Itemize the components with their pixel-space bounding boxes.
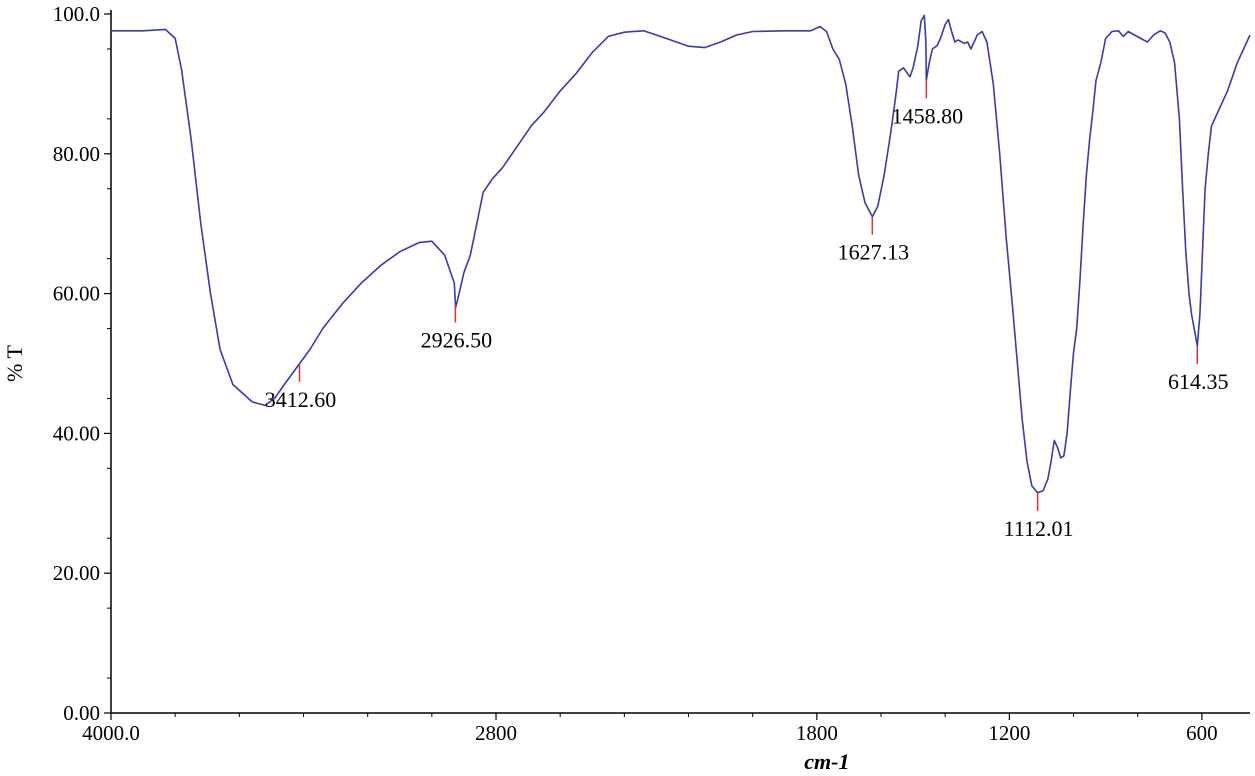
peak-annotations: 3412.60 2926.50 1627.13 1458.80 1112.01 614.3… (265, 80, 1229, 541)
spectrum-line (111, 14, 1251, 494)
peak-label: 1112.01 (1004, 516, 1074, 541)
x-axis-title: cm-1 (804, 749, 849, 774)
y-tick-label: 40.00 (53, 421, 100, 445)
x-ticks: 4000.0 2800 1800 1200 600 (82, 713, 1218, 745)
y-axis-title: % T (2, 345, 27, 382)
axes (110, 10, 1250, 714)
y-tick-label: 100.0 (53, 2, 100, 26)
x-tick-label: 1800 (796, 721, 838, 745)
x-tick-label: 4000.0 (82, 721, 140, 745)
x-tick-label: 1200 (988, 721, 1030, 745)
y-tick-label: 80.00 (53, 142, 100, 166)
peak-label: 2926.50 (421, 328, 493, 353)
y-tick-label: 20.00 (53, 561, 100, 585)
peak-label: 3412.60 (265, 387, 337, 412)
y-tick-label: 60.00 (53, 282, 100, 306)
x-tick-label: 2800 (475, 721, 517, 745)
peak-label: 1458.80 (892, 103, 964, 128)
y-tick-label: 0.00 (63, 701, 100, 725)
y-ticks: 100.0 80.00 60.00 40.00 20.00 0.00 (53, 2, 111, 725)
x-tick-label: 600 (1186, 721, 1218, 745)
peak-label: 614.35 (1168, 369, 1229, 394)
peak-label: 1627.13 (838, 240, 910, 265)
